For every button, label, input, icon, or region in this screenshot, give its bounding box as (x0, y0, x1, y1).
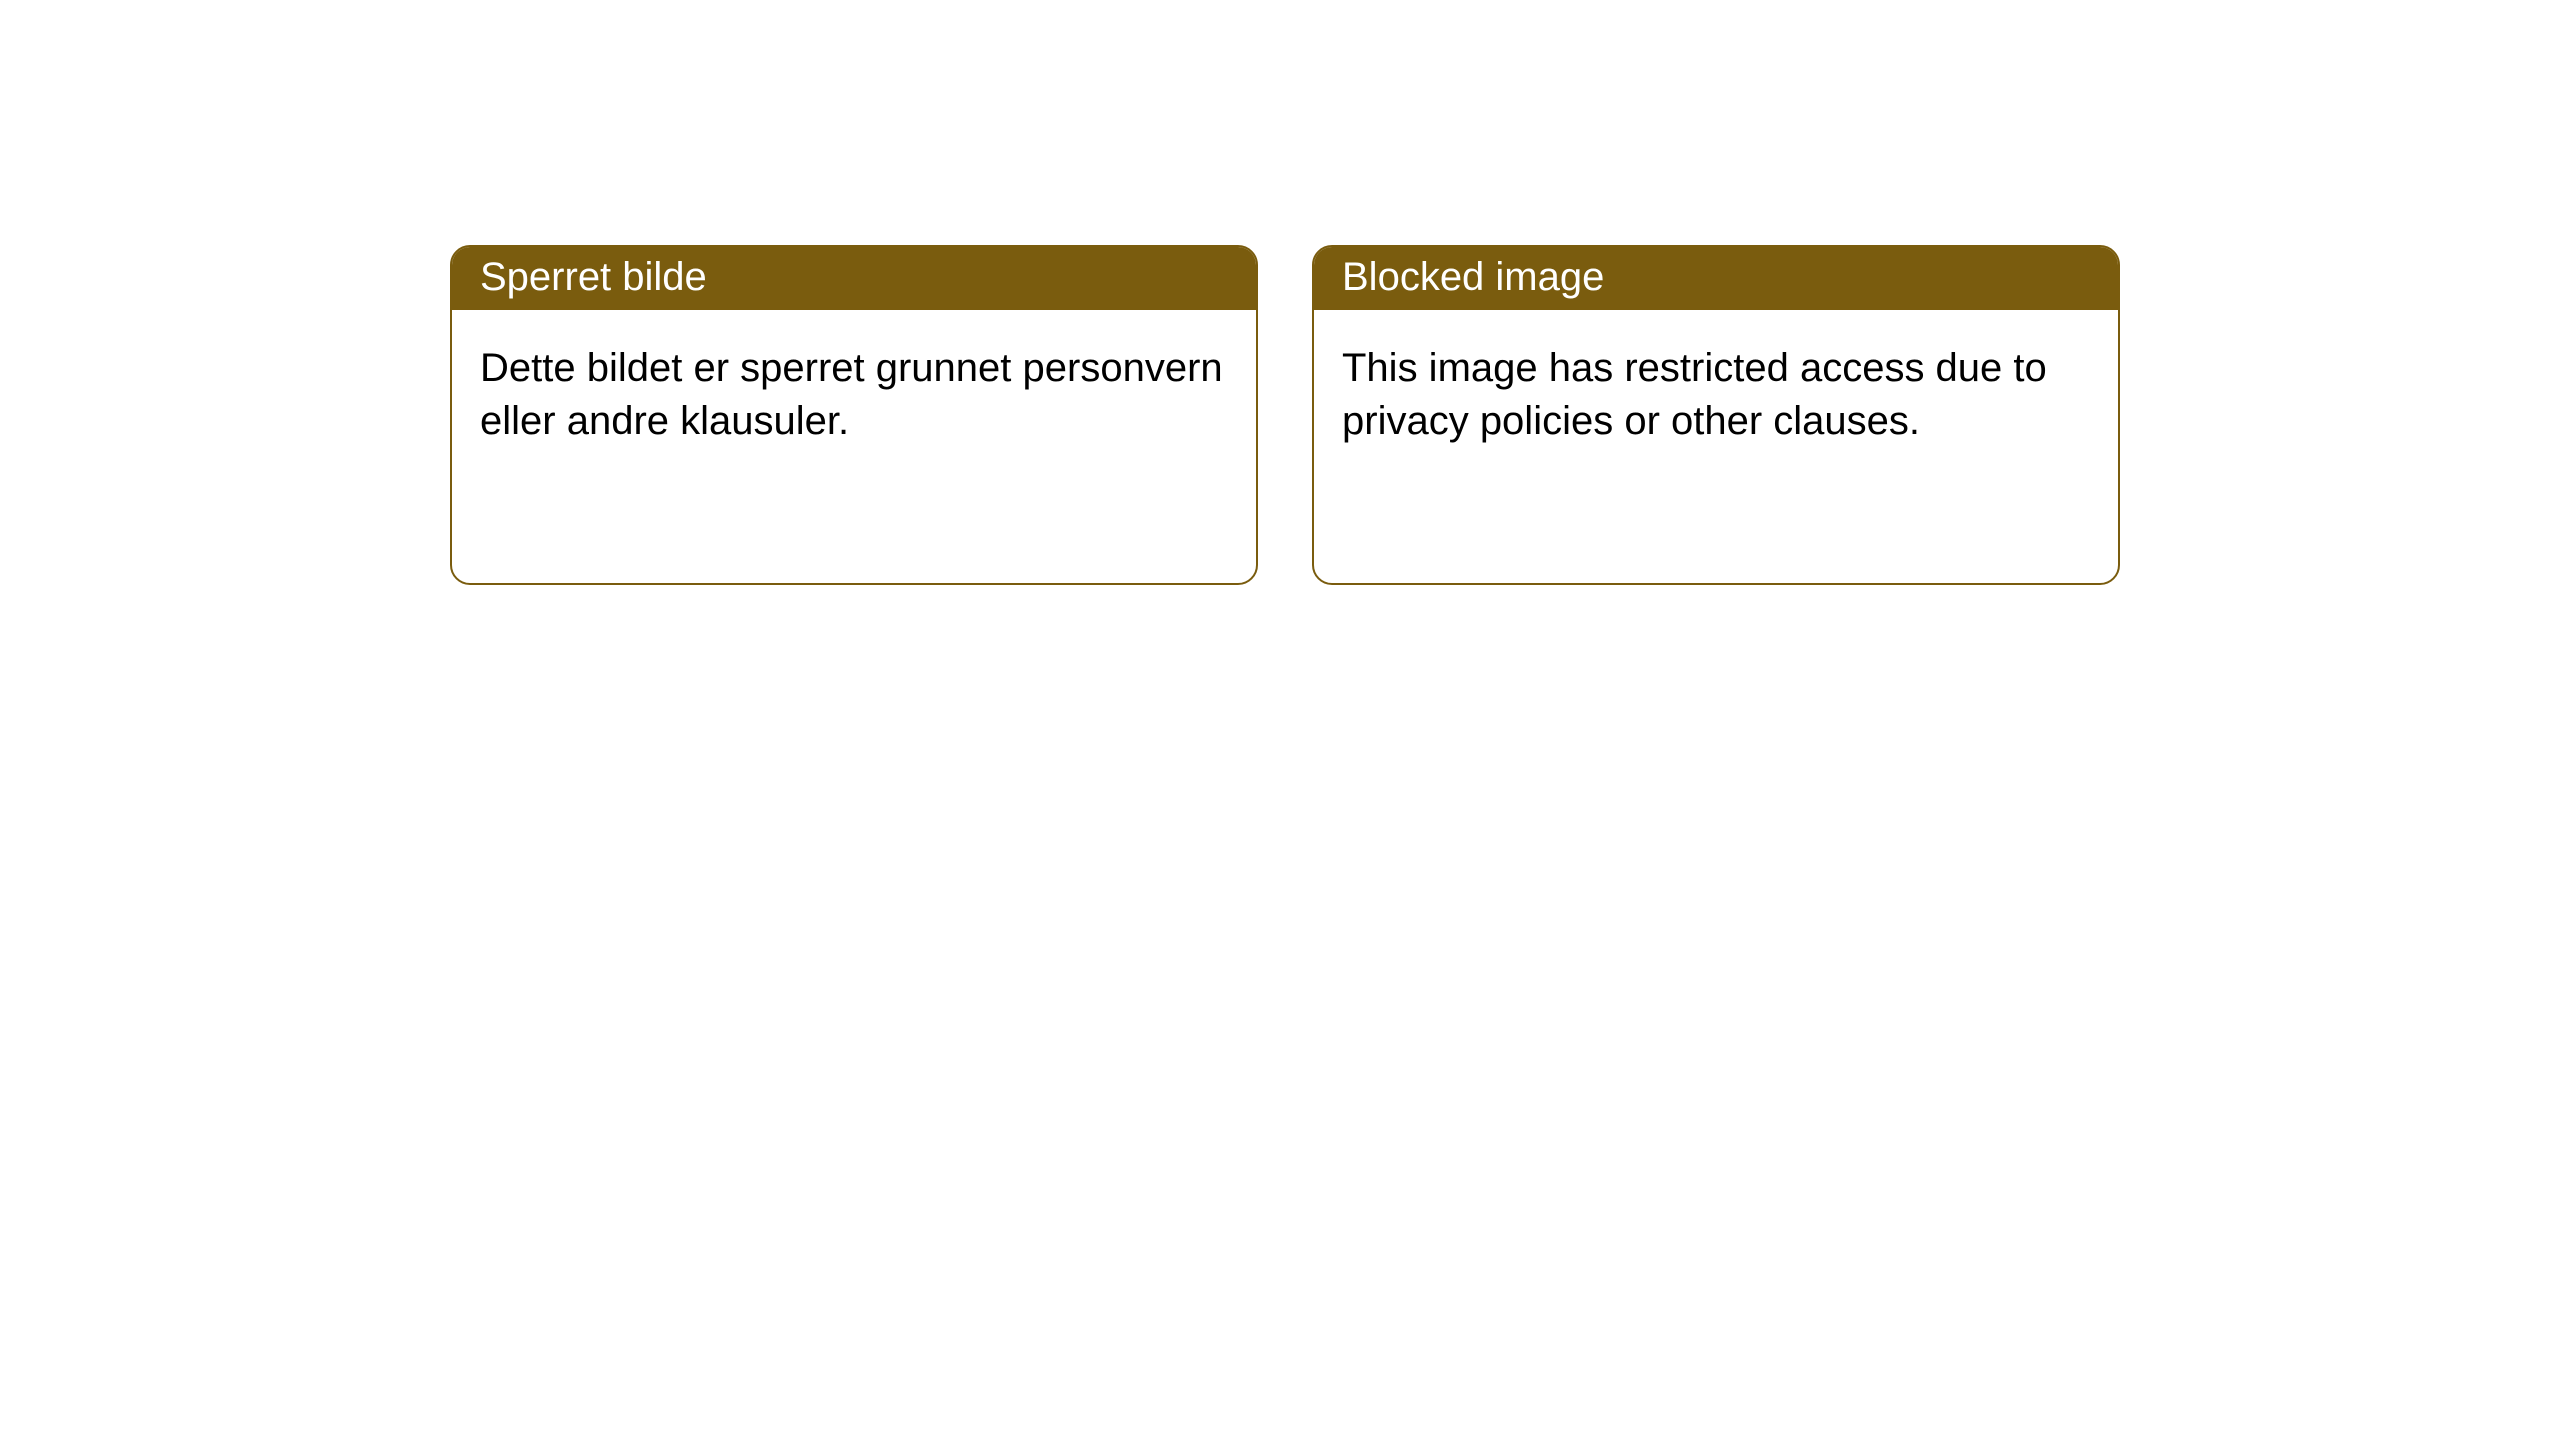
card-body-text: Dette bildet er sperret grunnet personve… (480, 346, 1223, 443)
notice-container: Sperret bilde Dette bildet er sperret gr… (0, 0, 2560, 585)
card-body: Dette bildet er sperret grunnet personve… (452, 310, 1256, 480)
card-body: This image has restricted access due to … (1314, 310, 2118, 480)
card-title: Sperret bilde (480, 255, 707, 299)
card-header: Sperret bilde (452, 247, 1256, 310)
card-body-text: This image has restricted access due to … (1342, 346, 2047, 443)
notice-card-norwegian: Sperret bilde Dette bildet er sperret gr… (450, 245, 1258, 585)
card-header: Blocked image (1314, 247, 2118, 310)
card-title: Blocked image (1342, 255, 1604, 299)
notice-card-english: Blocked image This image has restricted … (1312, 245, 2120, 585)
